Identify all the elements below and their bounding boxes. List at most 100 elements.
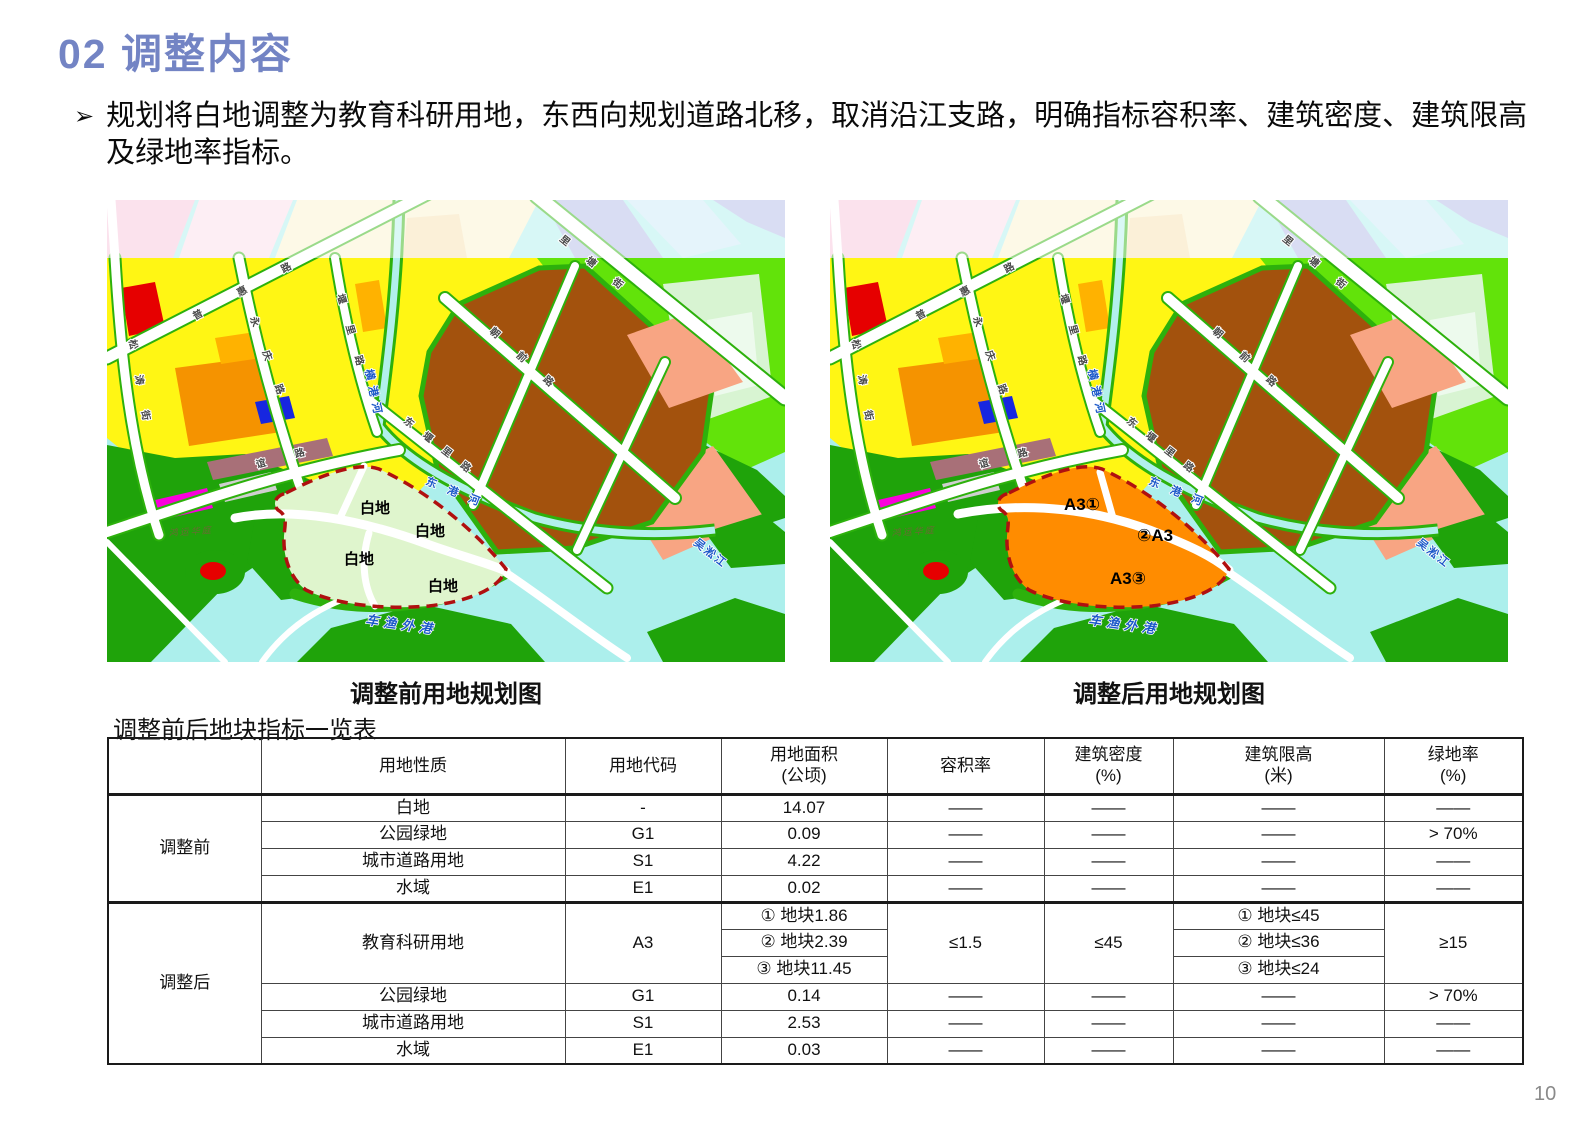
bullet-text: 规划将白地调整为教育科研用地，东西向规划道路北移，取消沿江支路，明确指标容积率、… (106, 100, 1528, 170)
cell-nature: 城市道路用地 (260, 847, 566, 876)
before-map-caption: 调整前用地规划图 (350, 681, 542, 708)
table-row: 公园绿地 G1 0.09 —— —— —— > 70% (108, 820, 1524, 849)
cell-far: —— (886, 820, 1045, 849)
cell-area: 0.09 (720, 820, 888, 849)
cell-height-sub1: ① 地块≤45 (1172, 900, 1385, 930)
group-label-before: 调整前 (107, 792, 262, 903)
cell-area: 0.03 (720, 1036, 888, 1065)
cell-code: G1 (564, 820, 722, 849)
before-adjustment-map: 白地 白地 白地 白地 (107, 200, 785, 662)
cell-density: —— (1043, 820, 1174, 849)
cell-density: —— (1043, 1036, 1174, 1065)
cell-green: > 70% (1383, 982, 1524, 1011)
cell-area-sub1: ① 地块1.86 (720, 900, 888, 930)
cell-nature: 教育科研用地 (260, 900, 566, 984)
cell-density: —— (1043, 982, 1174, 1011)
table-row: 水域 E1 0.02 —— —— —— —— (108, 874, 1524, 903)
cell-green: —— (1383, 847, 1524, 876)
cell-far: —— (886, 982, 1045, 1011)
cell-nature: 公园绿地 (260, 982, 566, 1011)
cell-green: —— (1383, 1009, 1524, 1038)
a3-parcel-label-3: A3③ (1110, 569, 1146, 588)
cell-code: G1 (564, 982, 722, 1011)
cell-nature: 水域 (260, 1036, 566, 1065)
cell-nature: 白地 (260, 792, 566, 822)
cell-code: - (564, 792, 722, 822)
cell-height: —— (1172, 982, 1385, 1011)
a3-subject-area: A3① ②A3 A3③ (953, 465, 1234, 609)
cell-height-sub2: ② 地块≤36 (1172, 928, 1385, 957)
header-far: 容积率 (886, 737, 1045, 796)
header-area: 用地面积 (公顷) (720, 737, 888, 796)
cell-code: A3 (564, 900, 722, 984)
cell-far: —— (886, 847, 1045, 876)
adjustment-boundary-dashed (273, 465, 508, 609)
header-height: 建筑限高 (米) (1172, 737, 1385, 796)
header-density: 建筑密度 (%) (1043, 737, 1174, 796)
table-header-row: 用地性质 用地代码 用地面积 (公顷) 容积率 建筑密度 (%) 建筑限高 (米… (107, 737, 1524, 796)
header-code: 用地代码 (564, 737, 722, 796)
cell-height: —— (1172, 1009, 1385, 1038)
cell-green: > 70% (1383, 820, 1524, 849)
cell-density: —— (1043, 792, 1174, 822)
a3-inner-roads (953, 468, 1234, 575)
page-number: 10 (1534, 1083, 1557, 1105)
a3-parcel-label-2: ②A3 (1137, 526, 1173, 545)
cell-height: —— (1172, 792, 1385, 822)
adjustment-boundary-dashed (996, 465, 1231, 609)
table-row: 调整后 教育科研用地 A3 ① 地块1.86 ≤1.5 ≤45 ① 地块≤45 … (107, 900, 1524, 1065)
white-land-label-4: 白地 (428, 577, 458, 595)
cell-height: —— (1172, 874, 1385, 903)
cell-green: —— (1383, 874, 1524, 903)
page-title: 02 调整内容 (58, 31, 293, 77)
cell-far: —— (886, 1036, 1045, 1065)
cell-density: ≤45 (1043, 900, 1174, 984)
group-label-after: 调整后 (107, 900, 262, 1065)
cell-density: —— (1043, 874, 1174, 903)
bullet-arrow-icon: ➢ (74, 103, 95, 130)
table-row: 水域 E1 0.03 —— —— —— —— (108, 1036, 1524, 1065)
cell-code: E1 (564, 1036, 722, 1065)
cell-code: S1 (564, 1009, 722, 1038)
cell-nature: 水域 (260, 874, 566, 903)
indicator-table: 用地性质 用地代码 用地面积 (公顷) 容积率 建筑密度 (%) 建筑限高 (米… (107, 737, 1524, 1065)
cell-area-sub2: ② 地块2.39 (720, 928, 888, 957)
cell-area: 4.22 (720, 847, 888, 876)
white-land-label-2: 白地 (415, 522, 445, 540)
after-adjustment-map: A3① ②A3 A3③ (830, 200, 1508, 662)
a3-area-fill (997, 466, 1229, 608)
cell-green: —— (1383, 792, 1524, 822)
cell-green: ≥15 (1383, 900, 1524, 984)
header-green: 绿地率 (%) (1383, 737, 1524, 796)
cell-nature: 公园绿地 (260, 820, 566, 849)
table-row: 城市道路用地 S1 2.53 —— —— —— —— (108, 1009, 1524, 1038)
cell-nature: 城市道路用地 (260, 1009, 566, 1038)
bullet-paragraph: ➢ 规划将白地调整为教育科研用地，东西向规划道路北移，取消沿江支路，明确指标容积… (74, 98, 1544, 172)
table-row: ③ 地块11.45 ③ 地块≤24 (108, 955, 1523, 984)
cell-height: —— (1172, 820, 1385, 849)
white-land-label-3: 白地 (344, 550, 374, 568)
table-row: 调整前 白地 - 14.07 —— —— —— —— (107, 792, 1524, 903)
table-row: 城市道路用地 S1 4.22 —— —— —— —— (108, 847, 1524, 876)
cell-code: S1 (564, 847, 722, 876)
cell-height: —— (1172, 847, 1385, 876)
a3-parcel-label-1: A3① (1064, 495, 1100, 514)
cell-code: E1 (564, 874, 722, 903)
cell-area: 2.53 (720, 1009, 888, 1038)
white-land-subject-area: 白地 白地 白地 白地 (230, 462, 511, 610)
cell-green: —— (1383, 1036, 1524, 1065)
cell-area: 0.14 (720, 982, 888, 1011)
white-land-fill (274, 466, 506, 608)
cell-area-sub3: ③ 地块11.45 (720, 955, 888, 984)
white-land-label-1: 白地 (360, 499, 390, 517)
cell-far: —— (886, 792, 1045, 822)
cell-far: —— (886, 1009, 1045, 1038)
cell-density: —— (1043, 847, 1174, 876)
cell-far: —— (886, 874, 1045, 903)
cell-area: 14.07 (720, 792, 888, 822)
cell-height-sub3: ③ 地块≤24 (1172, 955, 1385, 984)
cell-area: 0.02 (720, 874, 888, 903)
cell-height: —— (1172, 1036, 1385, 1065)
header-empty (107, 737, 262, 796)
table-row: 公园绿地 G1 0.14 —— —— —— > 70% (108, 982, 1524, 1011)
